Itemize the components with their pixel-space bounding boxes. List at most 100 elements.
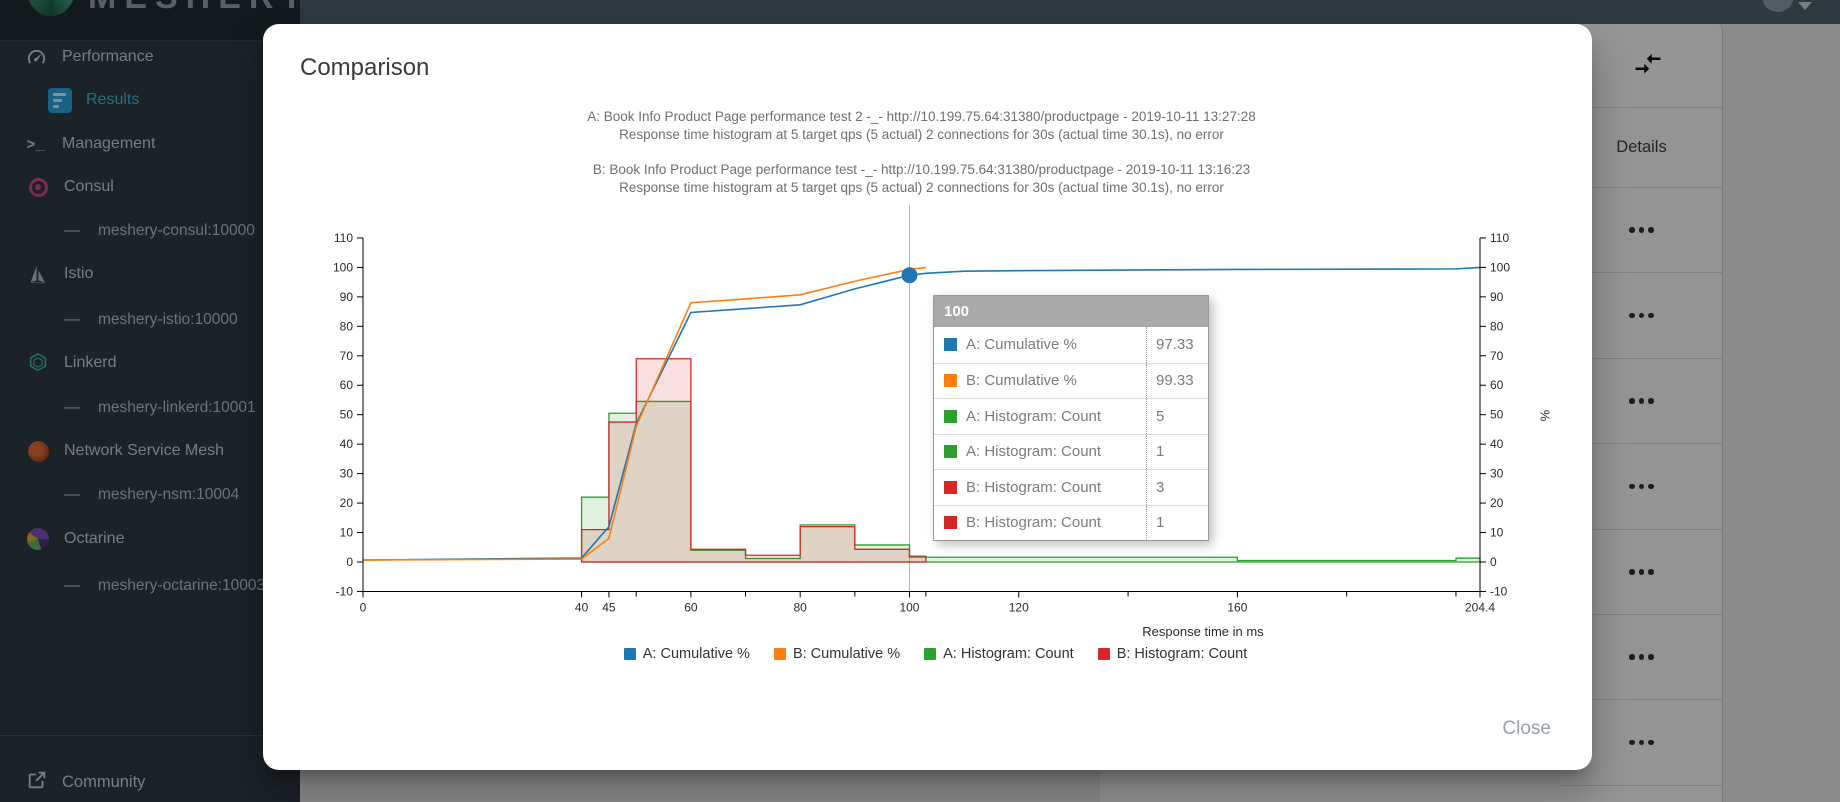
- sidebar-item-label: Consul: [64, 178, 114, 195]
- tooltip-row: B: Histogram: Count 3: [934, 469, 1208, 505]
- compare-arrows-icon[interactable]: [1633, 50, 1667, 84]
- svg-text:100: 100: [899, 600, 919, 614]
- legend-item[interactable]: B: Histogram: Count: [1097, 646, 1248, 662]
- nsm-icon: [26, 439, 50, 463]
- tooltip-title: 100: [934, 296, 1208, 327]
- svg-text:50: 50: [1490, 408, 1504, 422]
- sidebar-item-label: Linkerd: [64, 354, 117, 371]
- legend-label: B: Histogram: Count: [1116, 646, 1248, 662]
- svg-text:60: 60: [340, 378, 354, 392]
- tooltip-series-value: 1: [1146, 505, 1208, 540]
- row-menu-ellipsis-icon[interactable]: [1619, 388, 1664, 414]
- legend-color-swatch: [1097, 648, 1110, 660]
- svg-text:45: 45: [602, 600, 616, 614]
- tooltip-series-value: 1: [1146, 434, 1208, 469]
- svg-text:90: 90: [340, 290, 354, 304]
- table-row: [1560, 188, 1723, 274]
- legend-color-swatch: [623, 648, 636, 660]
- svg-text:80: 80: [340, 319, 354, 333]
- sidebar-item-consul[interactable]: Consul: [0, 169, 300, 205]
- sidebar-item-community[interactable]: Community: [0, 764, 300, 800]
- svg-text:50: 50: [340, 408, 354, 422]
- svg-text:100: 100: [1490, 260, 1510, 274]
- row-menu-ellipsis-icon[interactable]: [1619, 303, 1664, 329]
- consul-icon: [26, 175, 50, 199]
- meshery-logo-text: MESHERY: [88, 0, 300, 17]
- svg-text:80: 80: [1490, 319, 1504, 333]
- linkerd-icon: [26, 351, 50, 375]
- series-color-swatch: [944, 374, 957, 388]
- legend-color-swatch: [924, 648, 937, 660]
- chevron-down-icon[interactable]: [1798, 2, 1812, 10]
- svg-text:40: 40: [575, 600, 589, 614]
- meshery-logo-icon[interactable]: [28, 0, 74, 16]
- sidebar-item-results[interactable]: Results: [0, 82, 300, 118]
- svg-text:120: 120: [1009, 600, 1029, 614]
- svg-text:10: 10: [1490, 526, 1504, 540]
- sidebar-item-label: meshery-consul:10000: [98, 222, 255, 239]
- table-row: [1560, 530, 1723, 615]
- close-button[interactable]: Close: [1486, 710, 1567, 748]
- sidebar-item-label: meshery-nsm:10004: [98, 486, 240, 503]
- legend-item[interactable]: B: Cumulative %: [773, 646, 900, 662]
- svg-text:30: 30: [1490, 467, 1504, 481]
- tooltip-series-label: A: Histogram: Count: [934, 399, 1146, 434]
- user-avatar[interactable]: [1762, 0, 1794, 12]
- sidebar-header: MESHERY: [0, 0, 300, 41]
- svg-text:110: 110: [1490, 231, 1509, 245]
- svg-text:10: 10: [340, 526, 354, 540]
- sidebar-item-label: meshery-linkerd:10001: [98, 399, 256, 416]
- svg-text:30: 30: [340, 467, 354, 481]
- sidebar-item-octarine[interactable]: Octarine: [0, 521, 300, 557]
- tooltip-series-value: 97.33: [1146, 327, 1208, 363]
- sidebar-item-meshery-nsm[interactable]: — meshery-nsm:10004: [0, 477, 300, 513]
- sidebar-item-performance[interactable]: Performance: [0, 39, 300, 75]
- tooltip-series-value: 5: [1146, 399, 1208, 434]
- row-menu-ellipsis-icon[interactable]: [1619, 644, 1664, 670]
- row-menu-ellipsis-icon[interactable]: [1619, 217, 1664, 243]
- svg-text:60: 60: [684, 600, 698, 614]
- external-link-icon: [26, 769, 48, 796]
- table-row: [1560, 615, 1723, 701]
- sub-item-dash: —: [64, 486, 80, 503]
- sidebar-item-linkerd[interactable]: Linkerd: [0, 345, 300, 381]
- legend-item[interactable]: A: Cumulative %: [623, 646, 750, 662]
- svg-text:0: 0: [1490, 555, 1497, 569]
- istio-icon: [26, 262, 50, 286]
- sidebar-item-meshery-octarine[interactable]: — meshery-octarine:10003: [0, 568, 300, 604]
- svg-text:-10: -10: [336, 584, 354, 598]
- svg-text:20: 20: [1490, 496, 1504, 510]
- row-menu-ellipsis-icon[interactable]: [1619, 559, 1664, 585]
- series-color-swatch: [944, 516, 957, 530]
- sidebar-item-istio[interactable]: Istio: [0, 256, 300, 292]
- svg-text:160: 160: [1227, 600, 1247, 614]
- tooltip-row: B: Cumulative % 99.33: [934, 362, 1208, 399]
- sidebar-item-meshery-consul[interactable]: — meshery-consul:10000: [0, 213, 300, 249]
- svg-text:110: 110: [334, 231, 353, 245]
- comparison-modal: Comparison A: Book Info Product Page per…: [263, 24, 1592, 770]
- top-header-bar: [0, 0, 1840, 24]
- terminal-icon: >_: [26, 135, 46, 153]
- tooltip-series-label: B: Cumulative %: [934, 364, 1146, 399]
- series-color-swatch: [944, 480, 957, 494]
- chart-tooltip: 100 A: Cumulative % 97.33 B: Cumulative % 9…: [933, 295, 1209, 541]
- tooltip-series-value: 3: [1146, 470, 1208, 505]
- sidebar-item-management[interactable]: >_ Management: [0, 126, 300, 162]
- sidebar-item-nsm[interactable]: Network Service Mesh: [0, 433, 300, 469]
- chart-headers: A: Book Info Product Page performance te…: [363, 108, 1480, 214]
- series-color-swatch: [944, 338, 957, 352]
- legend-item[interactable]: A: Histogram: Count: [924, 646, 1074, 662]
- svg-text:80: 80: [794, 600, 808, 614]
- sidebar-item-label: Octarine: [64, 530, 125, 547]
- sub-item-dash: —: [64, 222, 80, 239]
- sidebar-item-meshery-istio[interactable]: — meshery-istio:10000: [0, 302, 300, 338]
- tooltip-row: A: Histogram: Count 5: [934, 398, 1208, 434]
- row-menu-ellipsis-icon[interactable]: [1619, 730, 1664, 756]
- row-menu-ellipsis-icon[interactable]: [1619, 474, 1664, 500]
- svg-text:40: 40: [340, 437, 354, 451]
- community-label: Community: [62, 772, 146, 791]
- sidebar-item-meshery-linkerd[interactable]: — meshery-linkerd:10001: [0, 390, 300, 426]
- tooltip-row: B: Histogram: Count 1: [934, 504, 1208, 540]
